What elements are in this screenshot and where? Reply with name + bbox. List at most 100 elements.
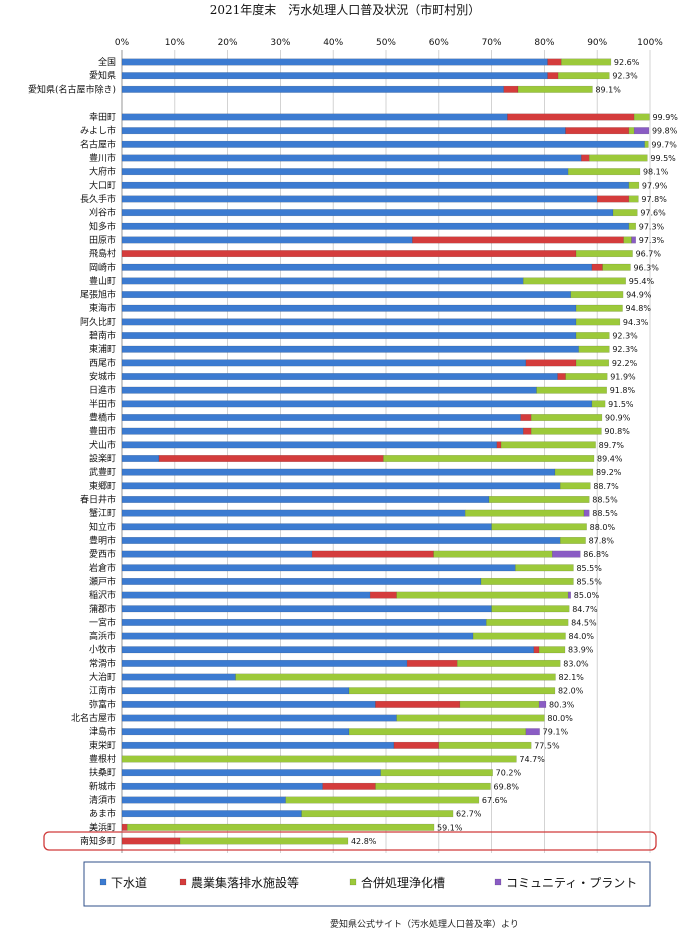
category-label: 蒲郡市 (89, 603, 116, 615)
bar-segment-sewer (121, 209, 614, 217)
bar-segment-sewer (121, 85, 504, 93)
category-label: 武豊町 (89, 466, 116, 478)
total-value-label: 82.1% (558, 673, 584, 682)
total-value-label: 88.0% (590, 523, 616, 532)
category-label: 知立市 (89, 521, 116, 533)
category-label: 幸田町 (89, 112, 116, 123)
bar-segment-johkasou (127, 823, 435, 831)
bar-segment-sewer (121, 277, 524, 285)
total-value-label: 92.6% (614, 58, 640, 67)
bar-segment-johkasou (515, 564, 574, 572)
bar-segment-johkasou (380, 769, 493, 777)
bar-segment-sewer (121, 304, 577, 312)
category-label: 瀬戸市 (89, 575, 116, 587)
total-value-label: 86.8% (583, 550, 609, 559)
category-label: 弥富市 (89, 698, 116, 710)
bar-segment-sewer (121, 714, 397, 722)
bar-segment-community (633, 127, 650, 135)
bar-segment-sewer (121, 154, 582, 162)
bar-segment-johkasou (457, 659, 561, 667)
bar-segment-agri (375, 700, 461, 708)
total-value-label: 82.0% (558, 687, 584, 696)
total-value-label: 96.7% (636, 250, 662, 259)
legend-label-johkasou: 合併処理浄化槽 (361, 875, 445, 890)
bar-segment-johkasou (438, 741, 532, 749)
bar-segment-agri (525, 359, 577, 367)
bar-segment-johkasou (348, 728, 527, 736)
total-value-label: 85.5% (576, 577, 602, 586)
bar-segment-sewer (121, 659, 408, 667)
x-tick-label: 0% (115, 38, 130, 48)
bar-segment-johkasou (121, 755, 517, 763)
category-label: 東海市 (89, 302, 116, 314)
bar-segment-sewer (121, 455, 160, 462)
total-value-label: 70.2% (496, 769, 522, 778)
bar-segment-sewer (121, 373, 558, 380)
bar-segment-johkasou (612, 209, 638, 217)
bar-segment-sewer (121, 591, 371, 599)
bar-segment-johkasou (538, 646, 566, 654)
bar-segment-sewer (121, 741, 395, 749)
category-label: 東郷町 (89, 480, 116, 492)
category-label: 小牧市 (89, 644, 116, 656)
bar-segment-johkasou (491, 523, 587, 531)
category-label: 名古屋市 (80, 138, 116, 150)
category-label: 豊橋市 (89, 412, 116, 424)
total-value-label: 99.7% (651, 140, 677, 149)
bar-segment-sewer (121, 263, 593, 271)
bar-segment-johkasou (575, 304, 623, 312)
total-value-label: 91.5% (608, 400, 634, 409)
source-note: 愛知県公式サイト（汚水処理人口普及率）より (330, 918, 519, 930)
bar-segment-sewer (121, 468, 556, 476)
bar-segment-agri (412, 236, 624, 244)
bar-segment-sewer (121, 318, 577, 326)
bar-segment-sewer (121, 496, 490, 503)
bar-segment-sewer (121, 222, 630, 230)
bar-segment-johkasou (285, 796, 480, 804)
legend-swatch-agri (179, 878, 187, 886)
x-tick-label: 90% (587, 38, 607, 48)
total-value-labels: 92.6% 92.3% 89.1% 99.9% 99.8% 99.7% 99.5% 98.1%… (351, 58, 678, 846)
bar-segment-sewer (121, 441, 498, 449)
category-label: 西尾市 (89, 357, 116, 369)
bar-segment-johkasou (644, 140, 649, 148)
bar-segment-johkasou (536, 386, 607, 394)
total-value-label: 42.8% (351, 837, 377, 846)
x-tick-label: 50% (376, 38, 396, 48)
category-label: 飛島村 (89, 248, 116, 260)
category-label: 豊明市 (89, 534, 116, 546)
bar-segment-johkasou (560, 482, 591, 490)
category-label: 清須市 (89, 794, 116, 806)
legend-swatch-sewer (99, 878, 107, 886)
total-value-label: 95.4% (629, 277, 655, 286)
bar-segment-agri (121, 823, 128, 831)
category-label: 蟹江町 (89, 507, 116, 519)
category-label: 岡崎市 (89, 261, 116, 273)
bar-segment-agri (393, 741, 440, 749)
bar-segment-sewer (121, 414, 521, 421)
bar-segment-community (631, 236, 636, 244)
bar-segment-johkasou (531, 427, 602, 435)
category-label: 大口町 (89, 179, 116, 191)
bar-segment-agri (547, 72, 559, 80)
total-value-label: 89.7% (599, 441, 625, 450)
category-label: 扶桑町 (89, 767, 116, 779)
bar-segment-agri (547, 58, 562, 66)
bar-segment-johkasou (486, 618, 569, 626)
total-value-label: 59.1% (437, 823, 463, 832)
bar-segment-johkasou (465, 509, 585, 517)
category-label: 全国 (98, 56, 116, 68)
total-value-label: 97.6% (640, 209, 666, 218)
total-value-label: 96.3% (633, 263, 659, 272)
bar-segment-sewer (121, 386, 537, 394)
bar-segment-agri (121, 837, 181, 845)
bar-segment-johkasou (396, 714, 545, 722)
total-value-label: 69.8% (494, 782, 520, 791)
total-value-label: 89.2% (596, 468, 622, 477)
category-label: 碧南市 (89, 330, 116, 342)
bar-segment-johkasou (589, 154, 648, 162)
total-value-label: 85.5% (576, 564, 602, 573)
bar-segment-community (552, 550, 581, 558)
